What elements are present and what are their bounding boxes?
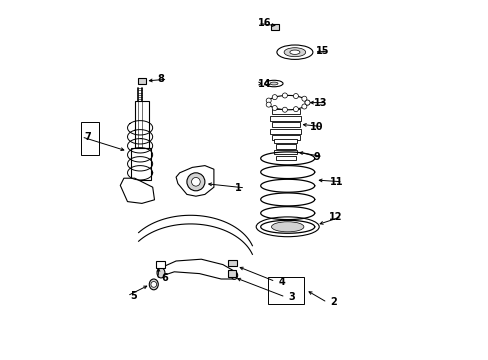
Bar: [228, 270, 236, 277]
Bar: [134, 101, 149, 148]
Text: 5: 5: [130, 291, 137, 301]
Circle shape: [272, 105, 277, 111]
Bar: [267, 277, 303, 304]
Circle shape: [282, 107, 287, 112]
Circle shape: [293, 107, 298, 112]
Circle shape: [265, 98, 271, 103]
Text: 9: 9: [312, 152, 319, 162]
Ellipse shape: [231, 271, 237, 279]
Ellipse shape: [267, 95, 307, 110]
Circle shape: [151, 282, 156, 287]
Text: 12: 12: [328, 212, 341, 222]
Polygon shape: [176, 166, 213, 196]
Bar: [272, 122, 299, 127]
Bar: [275, 144, 295, 149]
Polygon shape: [158, 259, 235, 279]
Polygon shape: [120, 178, 154, 203]
Ellipse shape: [264, 80, 283, 87]
Text: 6: 6: [161, 273, 167, 283]
Circle shape: [282, 93, 287, 98]
Circle shape: [191, 177, 200, 186]
Bar: [271, 24, 278, 30]
Ellipse shape: [157, 268, 164, 278]
Bar: [137, 78, 146, 84]
Text: 13: 13: [313, 98, 327, 108]
Ellipse shape: [149, 279, 158, 290]
Circle shape: [293, 94, 298, 99]
Text: 14: 14: [257, 78, 270, 89]
Text: 11: 11: [329, 177, 343, 187]
Text: 15: 15: [315, 46, 328, 56]
Ellipse shape: [284, 48, 305, 57]
Bar: [270, 129, 301, 134]
Circle shape: [305, 100, 309, 105]
Circle shape: [272, 95, 277, 100]
Bar: [275, 156, 295, 160]
Ellipse shape: [256, 217, 319, 237]
Bar: [156, 261, 165, 268]
Bar: [272, 135, 299, 140]
Bar: [131, 148, 151, 180]
Text: 8: 8: [157, 74, 164, 84]
Ellipse shape: [271, 222, 303, 232]
Bar: [274, 139, 297, 143]
Circle shape: [305, 100, 309, 105]
Bar: [272, 109, 299, 114]
Text: 10: 10: [309, 122, 323, 132]
Circle shape: [301, 96, 306, 101]
Text: 1: 1: [235, 183, 242, 193]
Text: 7: 7: [84, 132, 91, 142]
Circle shape: [186, 173, 204, 191]
Bar: [81, 122, 99, 155]
Circle shape: [301, 104, 306, 109]
Text: 16: 16: [257, 18, 271, 28]
Bar: [228, 260, 237, 266]
Ellipse shape: [276, 45, 312, 59]
Bar: [274, 150, 297, 154]
Circle shape: [265, 102, 271, 107]
Ellipse shape: [269, 82, 277, 85]
Text: 4: 4: [278, 276, 285, 287]
Ellipse shape: [289, 50, 299, 54]
Text: 2: 2: [330, 297, 336, 307]
Bar: [270, 116, 301, 121]
Text: 3: 3: [288, 292, 295, 302]
